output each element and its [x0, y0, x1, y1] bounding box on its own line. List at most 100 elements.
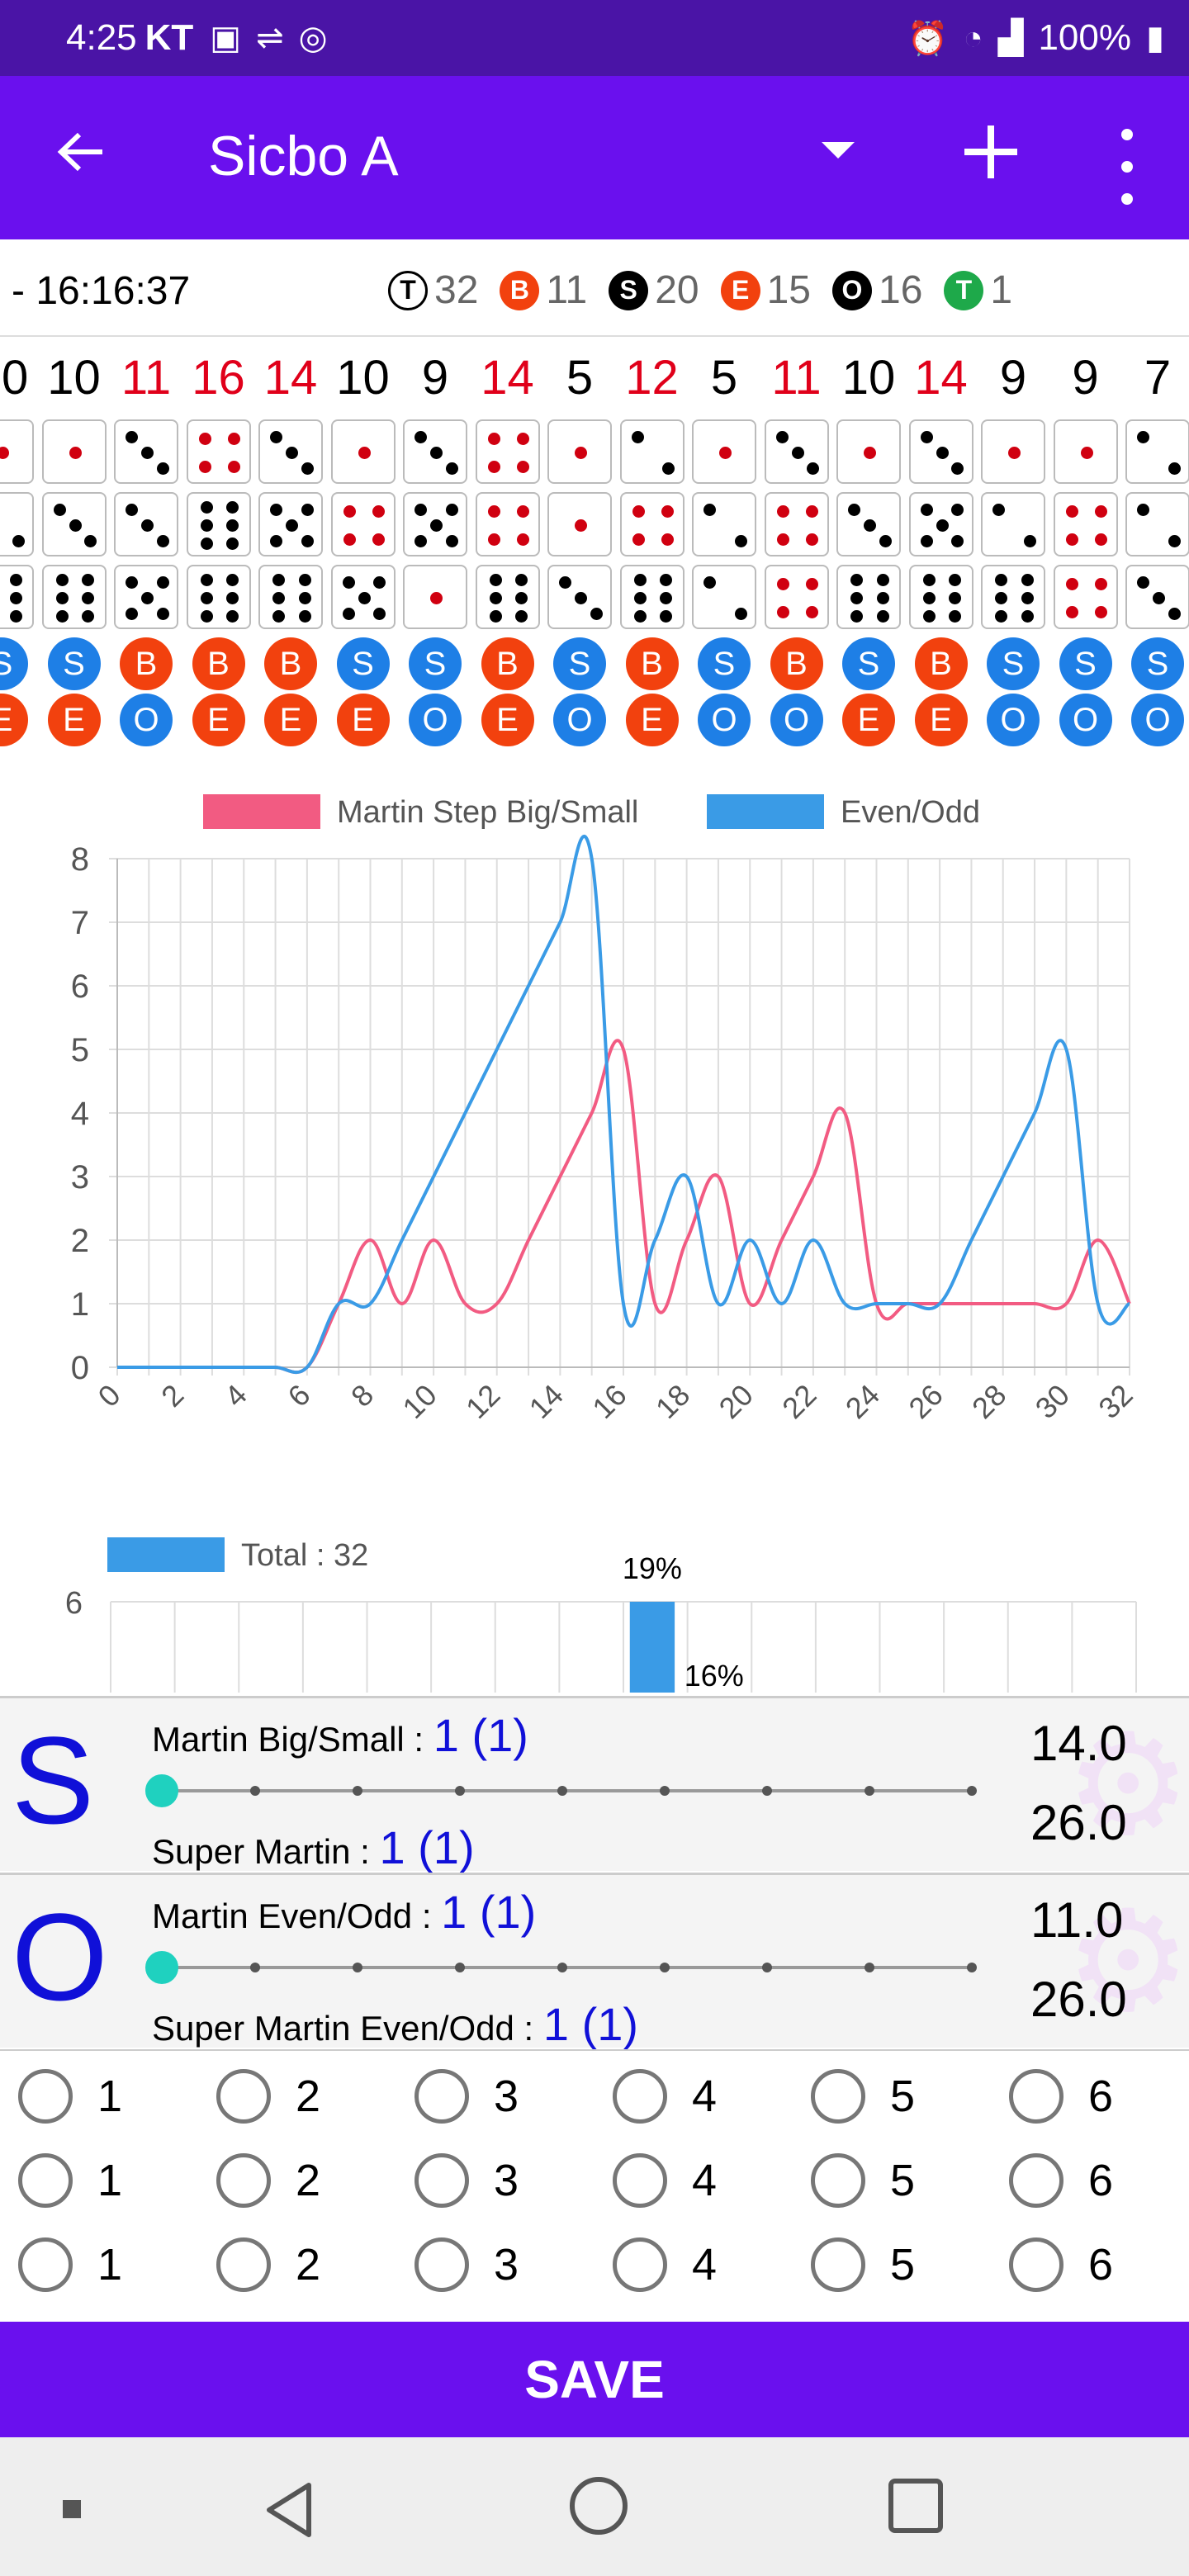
die-face — [114, 419, 178, 484]
radio-option[interactable]: 3 — [414, 2237, 519, 2292]
roll-column[interactable]: 12 B E — [616, 342, 689, 750]
super-martin-value: 1 (1) — [379, 1821, 475, 1873]
radio-button[interactable] — [414, 2237, 469, 2292]
radio-button[interactable] — [414, 2069, 469, 2124]
radio-option[interactable]: 3 — [414, 2153, 519, 2208]
add-button[interactable] — [958, 111, 1024, 193]
slider-thumb[interactable] — [145, 1774, 178, 1807]
radio-option[interactable]: 3 — [414, 2069, 519, 2124]
gear-icon[interactable]: ⚙ — [1065, 1883, 1189, 2040]
nav-dot-icon[interactable] — [63, 2500, 81, 2518]
more-menu-button[interactable] — [1106, 125, 1148, 208]
radio-option[interactable]: 2 — [216, 2153, 320, 2208]
die-pip — [1080, 447, 1093, 459]
slider-tick — [865, 1786, 874, 1796]
x-tick-label: 12 — [459, 1378, 506, 1425]
radio-option[interactable]: 2 — [216, 2237, 320, 2292]
radio-button[interactable] — [811, 2153, 865, 2208]
radio-button[interactable] — [613, 2069, 667, 2124]
die-pip — [445, 534, 458, 547]
die-face — [330, 419, 396, 484]
radio-button[interactable] — [811, 2237, 865, 2292]
radio-button[interactable] — [216, 2069, 271, 2124]
radio-button[interactable] — [18, 2153, 73, 2208]
radio-option[interactable]: 5 — [811, 2153, 915, 2208]
radio-button[interactable] — [216, 2237, 271, 2292]
roll-column[interactable]: 14 B E — [905, 342, 978, 750]
gear-icon[interactable]: ⚙ — [1065, 1707, 1189, 1863]
save-button[interactable]: SAVE — [0, 2322, 1189, 2437]
die-face — [836, 492, 901, 556]
die-face — [1053, 419, 1118, 484]
radio-label: 2 — [296, 2156, 321, 2205]
radio-option[interactable]: 1 — [18, 2153, 122, 2208]
radio-option[interactable]: 1 — [18, 2069, 122, 2124]
die-pip — [575, 519, 587, 532]
radio-option[interactable]: 5 — [811, 2069, 915, 2124]
radio-button[interactable] — [216, 2153, 271, 2208]
slider-tick — [967, 1963, 977, 1972]
martin-even-odd-slider[interactable] — [145, 1951, 979, 1984]
nav-recents-icon[interactable] — [888, 2479, 943, 2533]
die-pip — [270, 504, 283, 517]
die-pip — [298, 574, 311, 587]
die-pip — [227, 461, 240, 474]
die-pip — [226, 501, 239, 514]
radio-button[interactable] — [1009, 2237, 1063, 2292]
die-pip — [372, 504, 385, 518]
die-pip — [489, 574, 502, 587]
radio-option[interactable]: 4 — [613, 2069, 717, 2124]
slider-thumb[interactable] — [145, 1951, 178, 1984]
radio-option[interactable]: 6 — [1009, 2069, 1113, 2124]
radio-option[interactable]: 6 — [1009, 2237, 1113, 2292]
roll-sum: 9 — [421, 351, 449, 405]
nav-home-icon[interactable] — [570, 2477, 628, 2535]
big-small-marker: S — [409, 637, 462, 690]
roll-column[interactable]: 11 B O — [760, 342, 833, 750]
dropdown-arrow-icon[interactable] — [822, 142, 855, 159]
die-pip — [270, 534, 283, 547]
radio-button[interactable] — [1009, 2069, 1063, 2124]
radio-button[interactable] — [613, 2237, 667, 2292]
radio-option[interactable]: 4 — [613, 2237, 717, 2292]
die-pip — [430, 519, 443, 532]
radio-option[interactable]: 4 — [613, 2153, 717, 2208]
die-pip — [920, 534, 933, 547]
radio-label: 6 — [1088, 2156, 1114, 2205]
roll-column[interactable]: 10 SE — [0, 342, 38, 750]
die-pip — [734, 534, 747, 547]
roll-column[interactable]: 14 B E — [254, 342, 327, 750]
nav-back-icon[interactable] — [258, 2477, 324, 2543]
radio-option[interactable]: 5 — [811, 2237, 915, 2292]
radio-option[interactable]: 2 — [216, 2069, 320, 2124]
roll-column[interactable]: 16 B E — [182, 342, 255, 750]
die-pip — [342, 607, 355, 620]
back-button[interactable] — [48, 119, 114, 185]
slider-tick — [865, 1963, 874, 1972]
radio-label: 6 — [1088, 2072, 1114, 2121]
radio-button[interactable] — [18, 2237, 73, 2292]
radio-button[interactable] — [18, 2069, 73, 2124]
radio-button[interactable] — [414, 2153, 469, 2208]
radio-button[interactable] — [1009, 2153, 1063, 2208]
radio-option[interactable]: 6 — [1009, 2153, 1113, 2208]
radio-button[interactable] — [613, 2153, 667, 2208]
die-pip — [575, 447, 587, 459]
martin-big-small-slider[interactable] — [145, 1774, 979, 1807]
roll-history-grid[interactable]: 10SE10SE11BO16BE14BE10SE9SO14BE5SO12BE5S… — [0, 342, 1189, 755]
roll-column[interactable]: 14 B E — [471, 342, 544, 750]
roll-column[interactable]: 11 B O — [110, 342, 182, 750]
plus-icon — [964, 125, 1017, 178]
panel-letter: O — [12, 1887, 108, 2026]
radio-button[interactable] — [811, 2069, 865, 2124]
radio-option[interactable]: 1 — [18, 2237, 122, 2292]
